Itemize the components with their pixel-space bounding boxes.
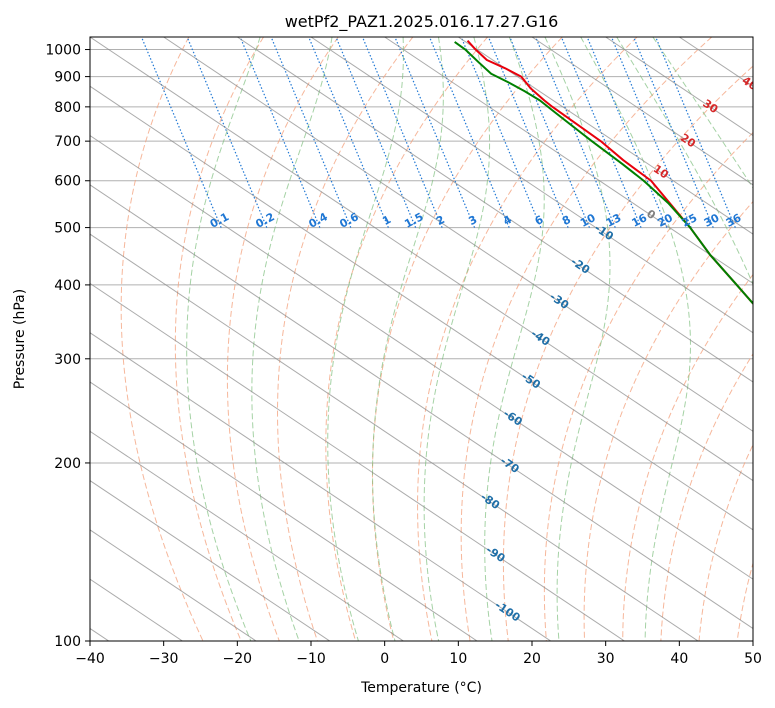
dry-adiabat xyxy=(622,273,753,641)
y-tick-label: 300 xyxy=(54,352,81,368)
mixing-ratio-line xyxy=(610,37,692,228)
isotherm-line xyxy=(90,529,257,641)
y-axis-label: Pressure (hPa) xyxy=(12,289,28,389)
isotherm-line xyxy=(90,37,753,482)
y-tick-label: 600 xyxy=(54,174,81,190)
dry-adiabat xyxy=(460,37,713,641)
moist-adiabat xyxy=(372,37,444,641)
isotherm-line xyxy=(310,37,753,334)
x-tick-label: −10 xyxy=(296,651,326,667)
dry-adiabats xyxy=(120,37,753,641)
profiles xyxy=(454,40,753,306)
dry-adiabat xyxy=(502,65,753,641)
moist-adiabat xyxy=(327,37,404,641)
mixing-ratio-line xyxy=(239,37,321,228)
isotherm-line xyxy=(90,430,404,641)
x-axis-label: Temperature (°C) xyxy=(360,680,482,696)
dry-adiabat xyxy=(371,37,563,641)
isotherm-line xyxy=(90,184,753,630)
mixing-ratio-label: 10 xyxy=(578,211,598,230)
x-tick-label: 0 xyxy=(380,651,389,667)
mixing-ratio-label: 20 xyxy=(655,211,675,230)
isotherms xyxy=(90,37,753,641)
mixing-ratio-label: 13 xyxy=(604,211,624,230)
y-tick-label: 500 xyxy=(54,221,81,237)
mixing-ratio-line xyxy=(186,37,268,228)
y-tick-label: 800 xyxy=(54,100,81,116)
isotherm-line xyxy=(458,37,753,235)
mixing-ratio-label: 30 xyxy=(702,211,722,230)
mixing-ratio-line xyxy=(535,37,616,228)
dry-adiabat xyxy=(174,37,264,641)
y-tick-label: 200 xyxy=(54,456,81,472)
x-tick-label: 50 xyxy=(744,651,762,667)
dry-adiabat xyxy=(120,37,204,641)
isotherm-line xyxy=(531,37,753,186)
mixing-ratio-line xyxy=(655,37,736,228)
x-axis-ticks: −40 −30 −20 −10 0 10 20 30 40 50 xyxy=(75,641,762,667)
isotherm-line xyxy=(237,37,753,383)
y-tick-label: 1000 xyxy=(45,43,81,59)
moist-adiabat xyxy=(251,37,333,641)
mixing-ratio-line xyxy=(632,37,714,228)
moist-adiabat xyxy=(544,37,611,641)
y-tick-label: 400 xyxy=(54,278,81,294)
isotherm-line xyxy=(90,332,552,641)
moist-adiabat xyxy=(186,37,261,641)
isotherm-line xyxy=(90,381,478,641)
mixing-ratio-line xyxy=(428,37,510,228)
x-tick-label: 40 xyxy=(670,651,688,667)
y-tick-label: 700 xyxy=(54,134,81,150)
plot-frame xyxy=(89,36,754,642)
dry-adiabat xyxy=(417,37,638,641)
y-axis-ticks: 100 200 300 400 500 600 700 800 900 1000 xyxy=(45,43,90,650)
dry-adiabat xyxy=(226,37,339,641)
x-tick-label: 20 xyxy=(523,651,541,667)
mixing-ratio-label: 25 xyxy=(680,211,700,230)
dewpoint-profile-line xyxy=(454,41,753,306)
moist-adiabat xyxy=(652,37,753,189)
isotherm-line xyxy=(163,37,753,432)
x-tick-label: 30 xyxy=(597,651,615,667)
mixing-ratio-label: 36 xyxy=(724,211,744,230)
mixing-ratio-line xyxy=(509,37,591,228)
chart-title: wetPf2_PAZ1.2025.016.17.27.G16 xyxy=(285,12,559,32)
isotherm-line xyxy=(90,479,331,641)
mixing-ratio-label: 16 xyxy=(630,211,650,230)
isotherm-line xyxy=(90,233,699,641)
temperature-profile-line xyxy=(466,40,753,306)
mixing-ratio-line xyxy=(361,37,443,228)
moist-adiabat xyxy=(423,37,491,641)
x-tick-label: −30 xyxy=(149,651,179,667)
y-tick-label: 100 xyxy=(54,634,81,650)
mixing-ratio-line xyxy=(394,37,476,228)
isotherm-line xyxy=(90,134,753,580)
mixing-ratio-line xyxy=(308,37,389,228)
x-tick-label: −20 xyxy=(223,651,253,667)
x-tick-label: −40 xyxy=(75,651,105,667)
x-tick-label: 10 xyxy=(449,651,467,667)
pressure-gridlines xyxy=(90,49,753,641)
mixing-ratio-line xyxy=(460,37,542,228)
mixing-ratio-line xyxy=(560,37,642,228)
mixing-ratio-line xyxy=(487,37,569,228)
moist-adiabat xyxy=(484,37,545,641)
y-tick-label: 900 xyxy=(54,70,81,86)
isotherm-line xyxy=(90,85,753,531)
isotherm-line xyxy=(90,282,625,641)
dry-adiabat xyxy=(325,37,488,641)
dry-adiabat xyxy=(543,131,753,641)
mixing-ratio-line xyxy=(335,37,417,228)
isotherm-line xyxy=(384,37,753,285)
mixing-ratio-line xyxy=(140,37,222,228)
moist-adiabat xyxy=(616,37,753,286)
mixing-ratio-line xyxy=(586,37,668,228)
